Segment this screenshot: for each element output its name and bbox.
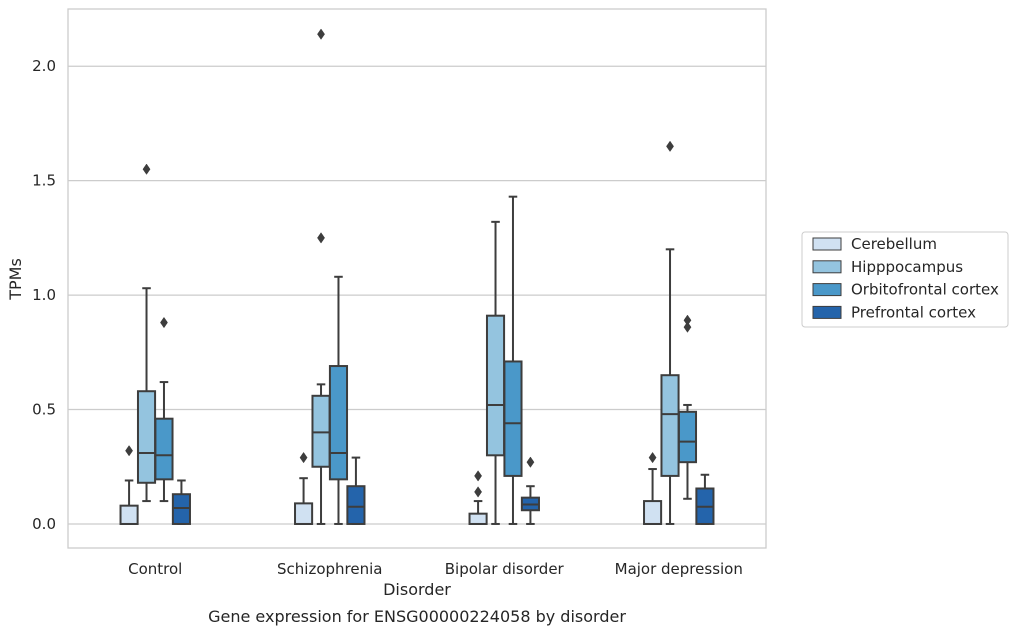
- outlier-point: [317, 28, 325, 40]
- box-group: [154, 316, 174, 503]
- outlier-point: [160, 316, 168, 329]
- outlier-point: [142, 163, 151, 175]
- box-body: [643, 500, 663, 525]
- legend-frame: [801, 231, 1009, 328]
- box-group: [136, 163, 157, 503]
- legend-swatch: [812, 260, 842, 274]
- boxes: [119, 28, 715, 525]
- outlier-point: [125, 445, 133, 457]
- box-group: [294, 451, 314, 525]
- outlier-point: [526, 456, 535, 468]
- legend: Cerebellum Hipppocampus Orbitofrontal cort…: [801, 231, 1009, 328]
- box-body: [119, 504, 139, 525]
- box-group: [677, 314, 698, 500]
- box-group: [171, 479, 191, 525]
- y-axis-label: TPMs: [6, 258, 25, 301]
- box-body: [136, 390, 157, 484]
- outlier-point: [474, 470, 482, 482]
- box-group: [520, 456, 540, 525]
- box-body: [485, 314, 506, 457]
- outlier-point: [648, 451, 657, 464]
- box-body: [660, 374, 680, 477]
- box-group: [643, 451, 663, 525]
- box-body: [171, 493, 191, 525]
- x-tick-label: Control: [128, 560, 182, 578]
- y-tick-label: 1.5: [32, 172, 56, 190]
- y-tick-label: 0.5: [32, 401, 56, 419]
- legend-swatch: [812, 305, 842, 319]
- box-body: [311, 394, 331, 468]
- box-group: [660, 140, 680, 525]
- box-body: [677, 410, 698, 464]
- outlier-point: [474, 486, 482, 498]
- box-group: [119, 445, 139, 525]
- legend-label: Orbitofrontal cortex: [851, 281, 999, 299]
- outlier-point: [317, 232, 325, 244]
- legend-label: Cerebellum: [851, 235, 937, 253]
- outlier-point: [666, 140, 674, 152]
- box-body: [294, 502, 314, 525]
- box-body: [346, 485, 366, 525]
- legend-label: Prefrontal cortex: [851, 303, 976, 321]
- y-tick-labels: 0.0 0.5 1.0 1.5 2.0: [32, 57, 56, 533]
- box-group: [346, 456, 366, 525]
- y-tick-label: 1.0: [32, 286, 56, 304]
- legend-label: Hipppocampus: [851, 258, 963, 276]
- box-group: [468, 470, 488, 525]
- outlier-point: [683, 314, 692, 326]
- box-body: [468, 512, 488, 525]
- box-group: [695, 473, 715, 525]
- y-tick-label: 2.0: [32, 57, 56, 75]
- x-tick-label: Major depression: [615, 560, 743, 578]
- box-group: [328, 275, 349, 525]
- y-tick-label: 0.0: [32, 515, 56, 533]
- box-group: [311, 28, 331, 525]
- box-body: [154, 417, 174, 481]
- box-group: [503, 195, 523, 525]
- box-body: [503, 360, 523, 477]
- box-body: [328, 365, 349, 481]
- x-tick-label: Bipolar disorder: [445, 560, 565, 578]
- plot-frame: [67, 8, 767, 549]
- outlier-point: [299, 451, 308, 464]
- x-axis-label: Disorder: [383, 580, 451, 599]
- outlier-point: [683, 321, 692, 333]
- figure-caption: Gene expression for ENSG00000224058 by d…: [208, 607, 626, 626]
- legend-swatch: [812, 283, 842, 297]
- x-tick-labels: Control Schizophrenia Bipolar disorder Majo…: [128, 560, 743, 578]
- x-tick-label: Schizophrenia: [277, 560, 382, 578]
- legend-swatch: [812, 237, 842, 251]
- legend-items: Cerebellum Hipppocampus Orbitofrontal cort…: [812, 235, 999, 321]
